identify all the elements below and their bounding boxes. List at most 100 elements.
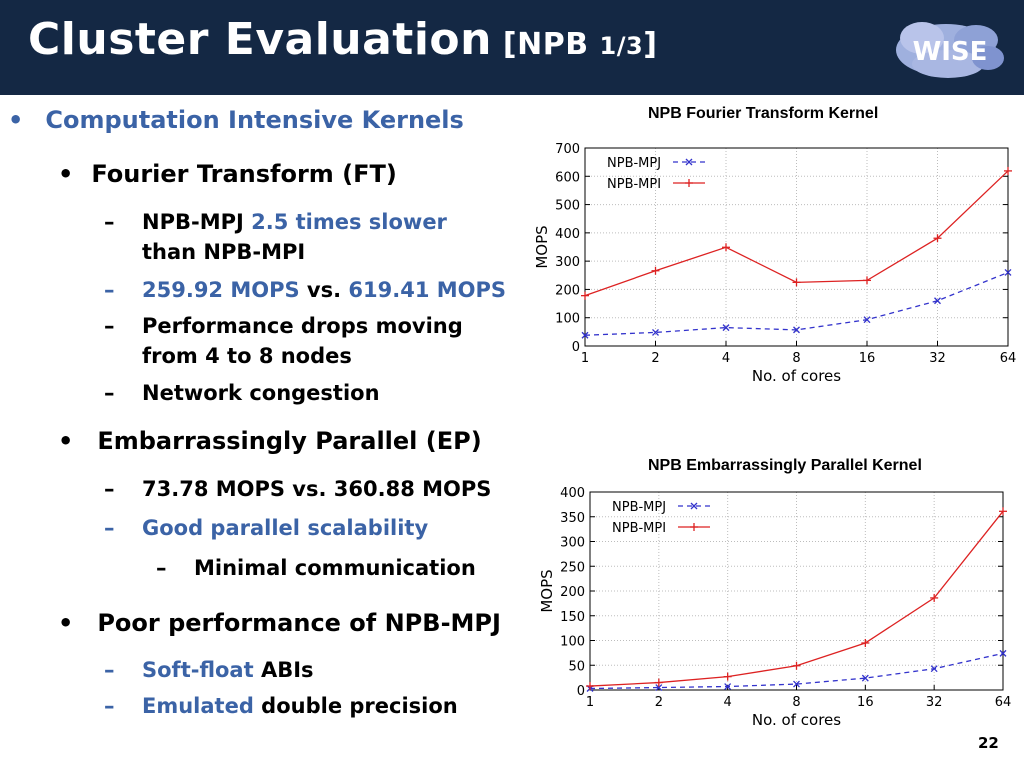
- data-point: [655, 684, 663, 691]
- dash-mark: –: [104, 477, 115, 501]
- data-point: [863, 316, 871, 324]
- dash-mark: –: [104, 278, 115, 302]
- data-point: [581, 291, 589, 300]
- data-point: [723, 672, 732, 681]
- bullet-poor-performance: • Poor performance of NPB-MPJ: [58, 609, 501, 637]
- sub-bullet-ft-performance-drop: – Performance drops moving from 4 to 8 nod…: [104, 311, 463, 371]
- ft-network-text: Network congestion: [142, 381, 380, 405]
- y-tick-label: 300: [555, 255, 580, 270]
- legend-label: NPB-MPI: [612, 521, 666, 536]
- ft-chart: 0 100 200 300 400 500 600 700 1 2 4 8 16 32 64 No. of c…: [533, 142, 1017, 385]
- marker-stroke: [652, 328, 659, 336]
- x-tick-label: 8: [792, 695, 800, 710]
- sub-bullet-emulated: – Emulated double precision: [104, 691, 458, 721]
- data-point: [861, 638, 870, 647]
- title-fraction: 1/3: [599, 32, 644, 60]
- marker-stroke: [863, 316, 871, 324]
- ep-chart-title: NPB Embarrassingly Parallel Kernel: [648, 457, 922, 474]
- emulated-text: Emulated: [142, 694, 254, 718]
- legend-marker: [690, 502, 698, 510]
- legend-label: NPB-MPJ: [607, 156, 661, 171]
- data-point: [934, 297, 941, 305]
- x-tick-label: 2: [655, 695, 663, 710]
- x-axis-label: No. of cores: [752, 367, 841, 385]
- dash-mark: –: [104, 516, 115, 540]
- y-tick-label: 400: [560, 486, 585, 501]
- ft-chart-title: NPB Fourier Transform Kernel: [648, 105, 879, 122]
- y-tick-label: 0: [572, 340, 580, 355]
- x-tick-label: 2: [651, 351, 659, 366]
- bullet-dot: •: [58, 609, 74, 637]
- ep-scalability-text: Good parallel scalability: [142, 516, 429, 540]
- dash-mark: –: [104, 381, 115, 405]
- x-tick-label: 64: [995, 695, 1012, 710]
- sub-sub-bullet-ep-communication: – Minimal communication: [156, 553, 476, 583]
- data-point: [863, 276, 871, 285]
- page-number: 22: [978, 734, 999, 752]
- sub-bullet-ep-mops: – 73.78 MOPS vs. 360.88 MOPS: [104, 474, 491, 504]
- marker-stroke: [934, 297, 941, 305]
- x-tick-label: 16: [857, 695, 874, 710]
- dash-mark: –: [104, 314, 115, 338]
- data-point: [652, 328, 659, 336]
- dash-mark: –: [104, 694, 115, 718]
- title-bracket-open: [NPB: [491, 27, 600, 62]
- y-tick-label: 350: [560, 511, 585, 526]
- bullet-embarrassingly-parallel: • Embarrassingly Parallel (EP): [58, 427, 482, 455]
- x-tick-label: 64: [1000, 351, 1017, 366]
- ft-drop-line2: from 4 to 8 nodes: [142, 344, 352, 368]
- ep-mops-text: 73.78 MOPS vs. 360.88 MOPS: [142, 477, 492, 501]
- ep-chart: 0 50 100 150 200 250 300 350 400 1 2 4 8 16 32 64 No. of…: [538, 486, 1012, 729]
- marker-stroke: [581, 331, 589, 339]
- x-axis-label: No. of cores: [752, 711, 841, 729]
- bullet-text: Embarrassingly Parallel (EP): [97, 427, 482, 455]
- sub-bullet-ft-network: – Network congestion: [104, 378, 380, 408]
- y-tick-label: 200: [560, 585, 585, 600]
- marker-stroke: [722, 324, 730, 332]
- data-point: [1004, 268, 1012, 276]
- data-point: [930, 665, 938, 673]
- marker-stroke: [793, 326, 800, 334]
- sub-bullet-ep-scalability: – Good parallel scalability: [104, 513, 428, 543]
- ft-than-mpi: than NPB-MPI: [142, 240, 306, 264]
- dash-mark: –: [104, 210, 115, 234]
- x-tick-label: 16: [859, 351, 876, 366]
- data-point: [1004, 166, 1012, 175]
- marker-stroke: [861, 674, 869, 682]
- x-tick-label: 4: [722, 351, 730, 366]
- title-main: Cluster Evaluation: [28, 14, 492, 65]
- slide-title: Cluster Evaluation [NPB 1/3]: [28, 14, 657, 65]
- abis-text: ABIs: [253, 658, 314, 682]
- y-tick-label: 600: [555, 170, 580, 185]
- data-point: [792, 661, 801, 670]
- y-tick-label: 250: [560, 560, 585, 575]
- y-tick-label: 500: [555, 199, 580, 214]
- y-tick-label: 100: [555, 312, 580, 327]
- slide-header: Cluster Evaluation [NPB 1/3] WISE: [0, 0, 1024, 95]
- x-tick-label: 1: [581, 351, 589, 366]
- data-point: [586, 682, 594, 691]
- marker-stroke: [655, 684, 663, 691]
- data-point: [724, 683, 732, 690]
- ft-mpi-mops: 619.41 MOPS: [348, 278, 507, 302]
- x-tick-label: 8: [792, 351, 800, 366]
- sub-bullet-ft-mops: – 259.92 MOPS vs. 619.41 MOPS: [104, 275, 506, 305]
- data-point: [793, 326, 800, 334]
- data-point: [654, 678, 663, 687]
- logo-text: WISE: [913, 37, 988, 67]
- data-point: [792, 278, 801, 287]
- data-point: [933, 234, 942, 243]
- ft-mpj-mops: 259.92 MOPS: [142, 278, 300, 302]
- y-tick-label: 400: [555, 227, 580, 242]
- bullet-computation-kernels: • Computation Intensive Kernels: [8, 106, 464, 134]
- data-point: [651, 266, 660, 275]
- ft-mpj-label: NPB-MPJ: [142, 210, 252, 234]
- y-tick-label: 0: [577, 684, 585, 699]
- title-bracket-close: ]: [643, 27, 658, 62]
- ft-drop-line1: Performance drops moving: [142, 314, 463, 338]
- sub-bullet-soft-float: – Soft-float ABIs: [104, 655, 314, 685]
- marker-stroke: [724, 683, 732, 690]
- bullet-fourier-transform: • Fourier Transform (FT): [58, 160, 397, 188]
- y-tick-label: 200: [555, 283, 580, 298]
- legend-marker: [685, 158, 693, 166]
